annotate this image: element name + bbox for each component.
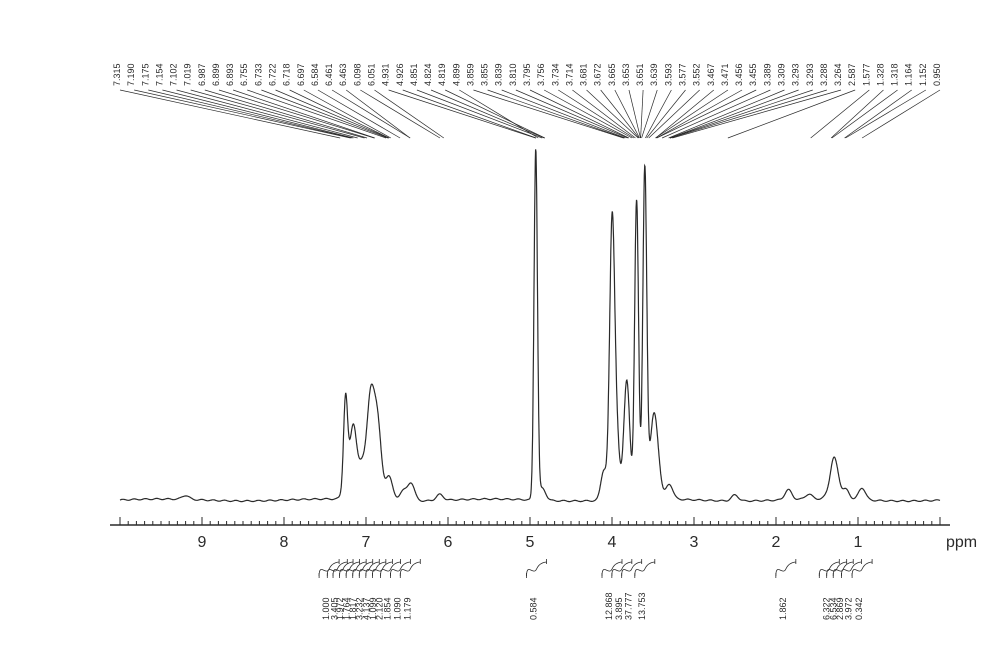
peak-value: 6.718 xyxy=(282,63,292,86)
peak-value: 6.584 xyxy=(310,63,320,86)
peak-value: 3.714 xyxy=(564,63,574,86)
peak-value: 3.795 xyxy=(522,63,532,86)
x-tick-label: 2 xyxy=(772,534,781,551)
integral-value: 3.972 xyxy=(843,597,853,620)
x-tick-label: 3 xyxy=(690,534,699,551)
peak-value: 3.756 xyxy=(536,63,546,86)
peak-value: 4.899 xyxy=(451,63,461,86)
x-axis-label: ppm xyxy=(946,534,977,551)
peak-value: 3.810 xyxy=(508,63,518,86)
x-tick-label: 1 xyxy=(854,534,863,551)
x-tick-label: 5 xyxy=(526,534,535,551)
peak-value: 1.164 xyxy=(904,63,914,86)
peak-value: 3.456 xyxy=(734,63,744,86)
x-tick-label: 8 xyxy=(280,534,289,551)
peak-value: 7.315 xyxy=(112,63,122,86)
peak-value: 3.653 xyxy=(621,63,631,86)
integral-value: 3.895 xyxy=(614,597,624,620)
peak-value: 3.577 xyxy=(678,63,688,86)
peak-value: 3.264 xyxy=(833,63,843,86)
peak-value: 7.154 xyxy=(154,63,164,86)
peak-value: 3.389 xyxy=(762,63,772,86)
integral-value: 1.854 xyxy=(383,597,393,620)
integral-value: 1.862 xyxy=(778,597,788,620)
peak-value: 3.651 xyxy=(635,63,645,86)
peak-value: 0.950 xyxy=(932,63,942,86)
peak-value: 6.463 xyxy=(338,63,348,86)
peak-value: 3.734 xyxy=(550,63,560,86)
x-tick-label: 9 xyxy=(198,534,207,551)
integral-value: 1.090 xyxy=(392,597,402,620)
peak-value: 3.665 xyxy=(607,63,617,86)
peak-value: 3.859 xyxy=(465,63,475,86)
peak-value: 3.455 xyxy=(748,63,758,86)
nmr-svg: 9 8 7 6 5 4 3 2 1 ppm 7.315 7.190 7.175 7.154 7.102 7.0… xyxy=(0,0,984,653)
peak-value: 6.899 xyxy=(211,63,221,86)
peak-value: 7.102 xyxy=(169,63,179,86)
peak-value: 3.293 xyxy=(805,63,815,86)
peak-value: 3.552 xyxy=(692,63,702,86)
integral-value: 0.584 xyxy=(529,597,539,620)
bg xyxy=(0,0,984,653)
x-tick-label: 7 xyxy=(362,534,371,551)
peak-value: 4.851 xyxy=(409,63,419,86)
peak-value: 3.672 xyxy=(593,63,603,86)
peak-value: 7.175 xyxy=(140,63,150,86)
integral-value: 13.753 xyxy=(637,592,647,620)
peak-value: 6.461 xyxy=(324,63,334,86)
peak-value: 6.987 xyxy=(197,63,207,86)
peak-value: 4.931 xyxy=(381,63,391,86)
peak-value: 2.587 xyxy=(847,63,857,86)
peak-value: 1.152 xyxy=(918,63,928,86)
peak-value: 1.318 xyxy=(890,63,900,86)
peak-value: 1.577 xyxy=(861,63,871,86)
x-tick-label: 4 xyxy=(608,534,617,551)
peak-value: 6.098 xyxy=(352,63,362,86)
peak-value: 3.593 xyxy=(663,63,673,86)
peak-value: 6.755 xyxy=(239,63,249,86)
peak-value: 7.190 xyxy=(126,63,136,86)
peak-value: 4.926 xyxy=(395,63,405,86)
peak-value: 6.722 xyxy=(268,63,278,86)
peak-value: 3.681 xyxy=(579,63,589,86)
peak-value: 3.839 xyxy=(494,63,504,86)
peak-value: 7.019 xyxy=(183,63,193,86)
peak-value: 3.288 xyxy=(819,63,829,86)
peak-value: 3.471 xyxy=(720,63,730,86)
integral-value: 12.868 xyxy=(604,592,614,620)
nmr-figure: 9 8 7 6 5 4 3 2 1 ppm 7.315 7.190 7.175 7.154 7.102 7.0… xyxy=(0,0,984,653)
integral-value: 1.179 xyxy=(402,597,412,620)
integral-value: 0.342 xyxy=(854,597,864,620)
peak-value: 6.051 xyxy=(366,63,376,86)
peak-value: 3.293 xyxy=(791,63,801,86)
peak-value: 3.309 xyxy=(776,63,786,86)
peak-value: 4.824 xyxy=(423,63,433,86)
peak-value: 6.697 xyxy=(296,63,306,86)
peak-value: 3.467 xyxy=(706,63,716,86)
peak-value: 3.639 xyxy=(649,63,659,86)
integral-value: 37.777 xyxy=(624,592,634,620)
peak-value: 4.819 xyxy=(437,63,447,86)
peak-value: 3.855 xyxy=(480,63,490,86)
peak-value: 1.328 xyxy=(875,63,885,86)
x-tick-label: 6 xyxy=(444,534,453,551)
peak-value: 6.733 xyxy=(253,63,263,86)
peak-value: 6.893 xyxy=(225,63,235,86)
